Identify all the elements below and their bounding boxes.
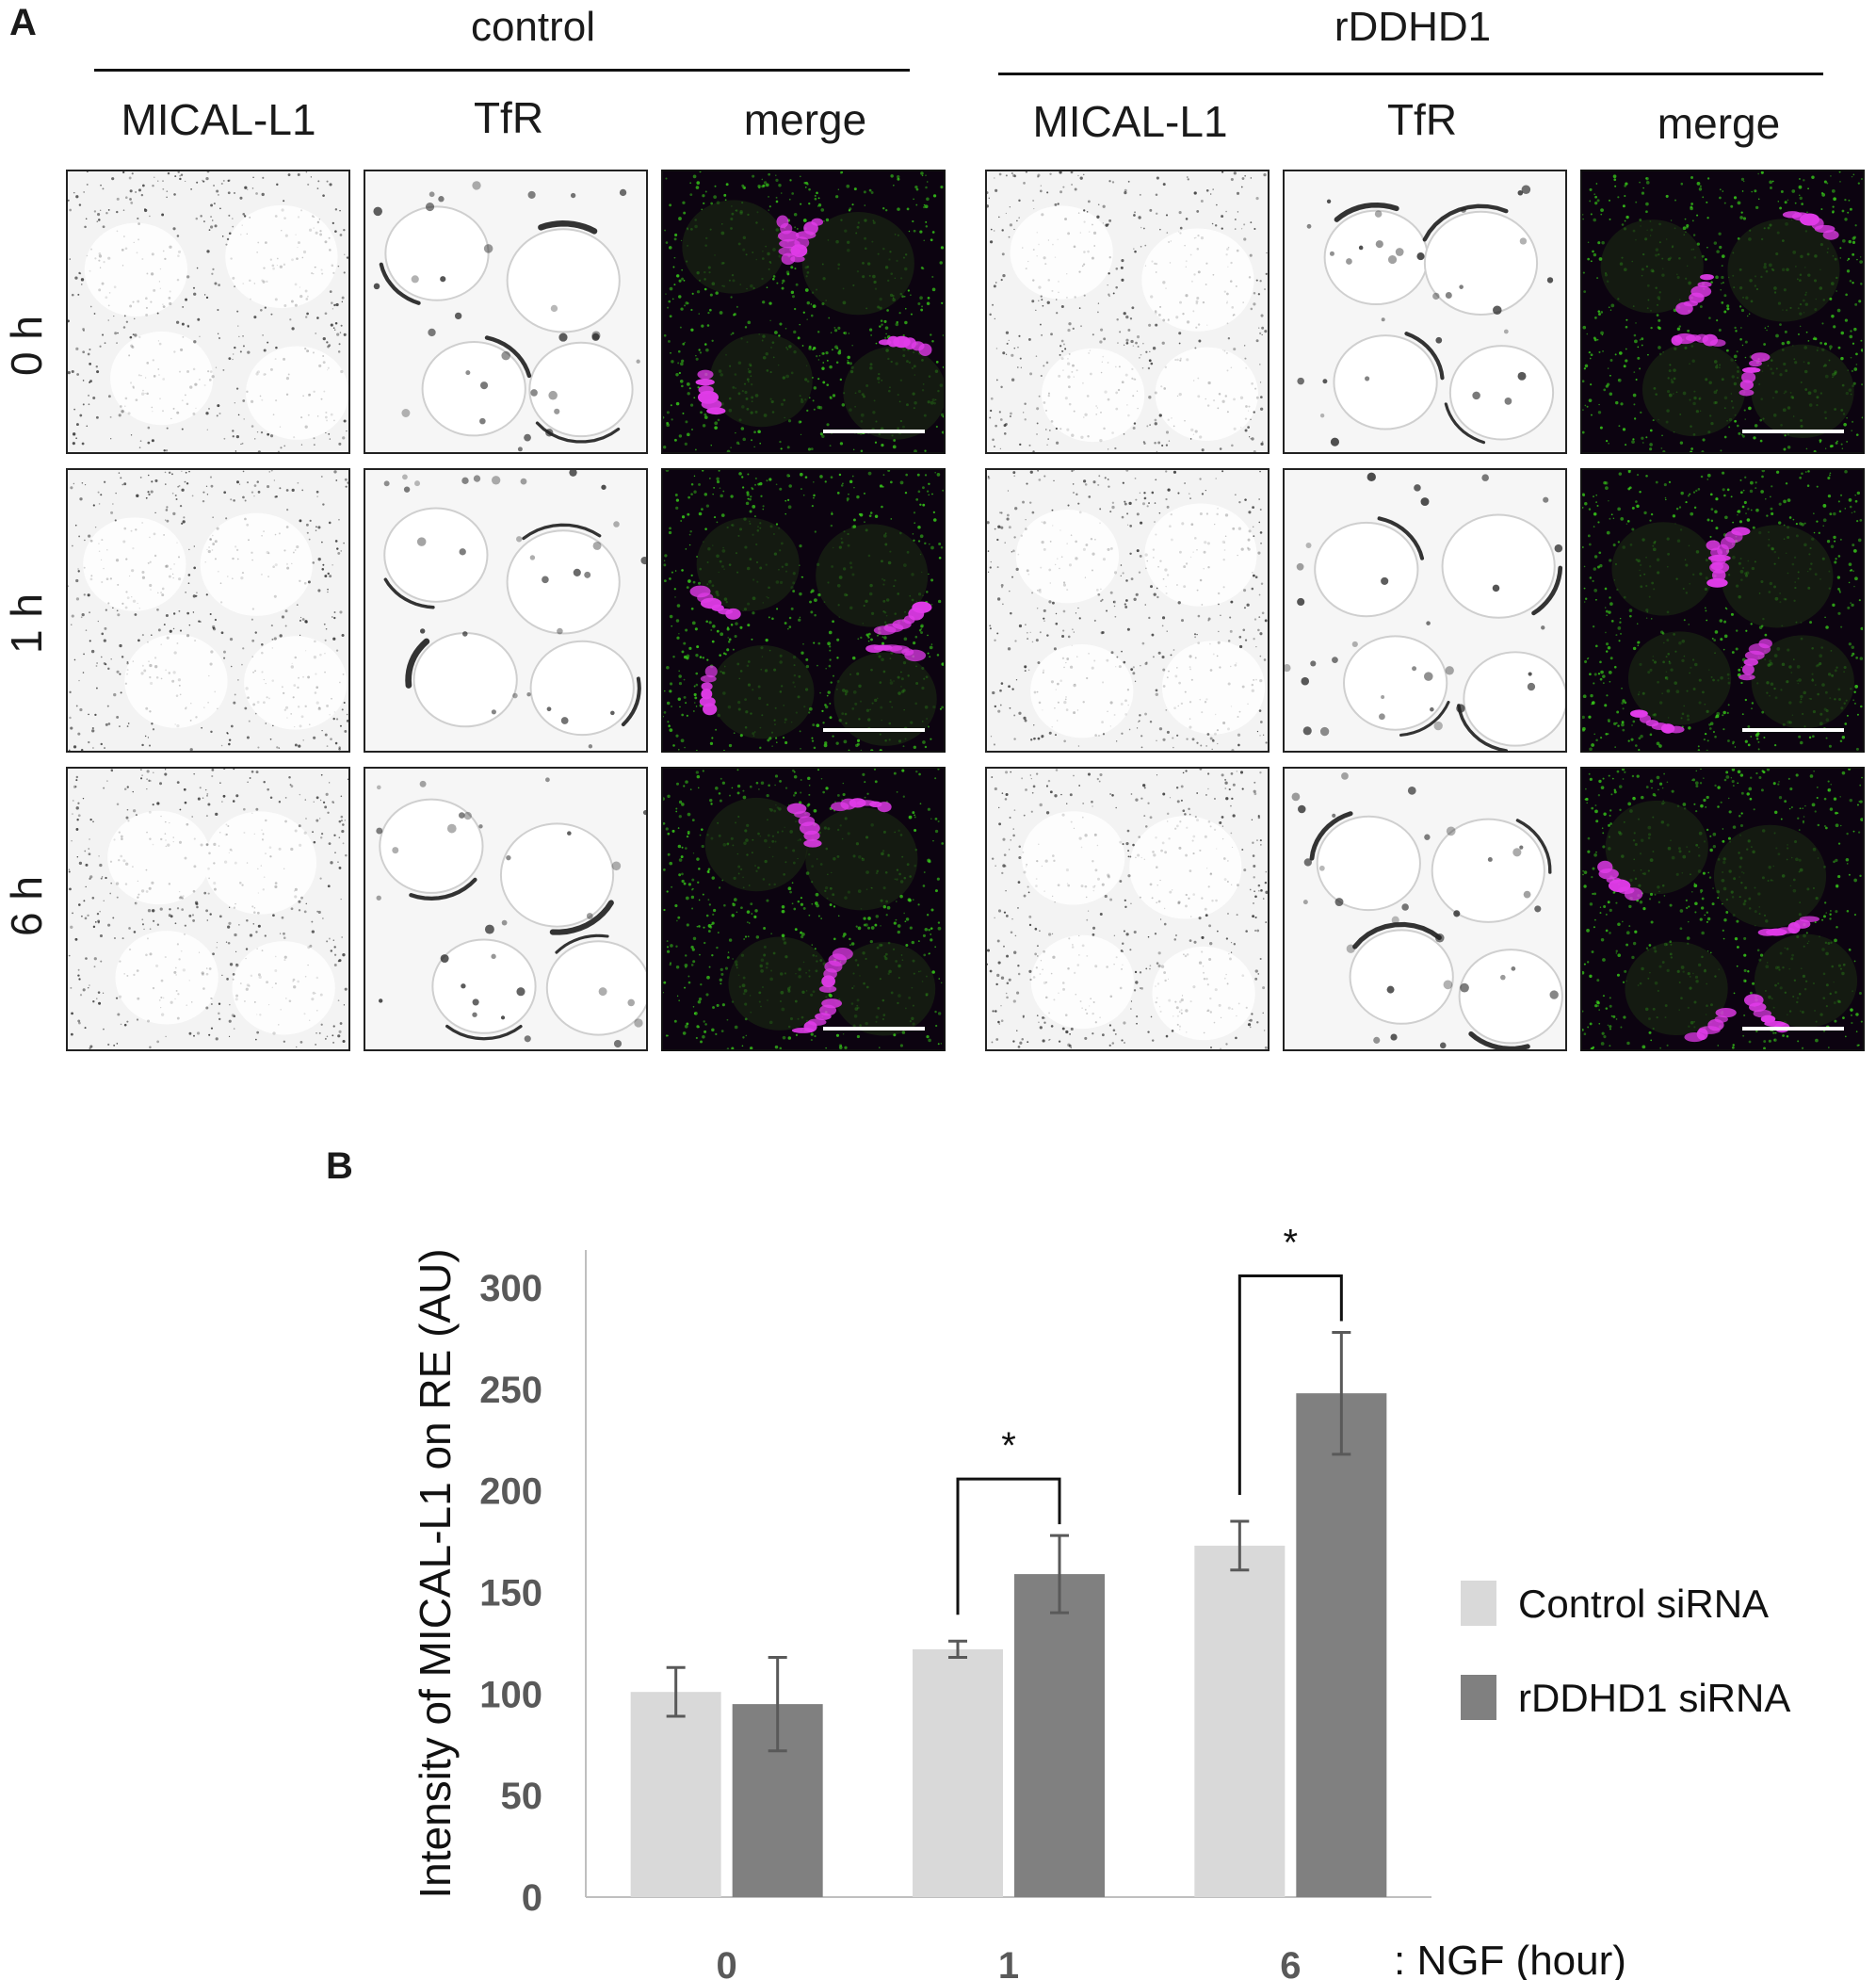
micrograph-rddhd1-mical-l1-1h (985, 468, 1270, 753)
micrograph-image (663, 769, 944, 1049)
micrograph-image (1582, 769, 1863, 1049)
significance-star: * (1284, 1222, 1299, 1263)
micrograph-image (68, 769, 348, 1049)
y-axis-label: Intensity of MICAL-L1 on RE (AU) (411, 1248, 460, 1898)
bar-control-6 (1194, 1545, 1286, 1897)
y-tick-label: 250 (479, 1370, 542, 1411)
micrograph-rddhd1-merge-0h (1580, 170, 1865, 454)
micrograph-control-tfr-1h (364, 468, 648, 753)
bar-control-0 (630, 1692, 721, 1897)
scale-bar (1742, 430, 1844, 433)
group-label-control: control (470, 4, 596, 50)
legend-label-rddhd1: rDDHD1 siRNA (1518, 1676, 1790, 1720)
micrograph-control-mical-l1-6h (66, 767, 350, 1051)
column-label-tfr-rddhd1: TfR (1386, 95, 1458, 144)
bar-chart: 0 50 100 150 200 250 300 Intensity of MICAL-L1 … (411, 1222, 1790, 1980)
x-axis-label: : NGF (hour) (1394, 1938, 1626, 1980)
micrograph-rddhd1-mical-l1-6h (985, 767, 1270, 1051)
micrograph-image (1285, 769, 1565, 1049)
row-label-6h: 6 h (2, 876, 51, 936)
micrograph-control-tfr-6h (364, 767, 648, 1051)
micrograph-rddhd1-merge-1h (1580, 468, 1865, 753)
micrograph-image (365, 171, 646, 452)
micrograph-control-merge-1h (661, 468, 946, 753)
micrograph-control-merge-0h (661, 170, 946, 454)
column-label-tfr-control: TfR (473, 93, 544, 142)
group-line-control (94, 69, 910, 72)
column-label-mical-l1-rddhd1: MICAL-L1 (1032, 97, 1228, 146)
micrograph-image (365, 470, 646, 751)
y-tick-label: 150 (479, 1573, 542, 1615)
micrograph-rddhd1-mical-l1-0h (985, 170, 1270, 454)
column-label-merge-rddhd1: merge (1657, 99, 1781, 148)
micrograph-image (987, 171, 1268, 452)
micrograph-image (1582, 171, 1863, 452)
y-tick-label: 200 (479, 1471, 542, 1513)
scale-bar (823, 728, 925, 732)
significance-bracket (1237, 1274, 1343, 1496)
scale-bar (823, 430, 925, 433)
micrograph-image (68, 470, 348, 751)
legend-label-control: Control siRNA (1518, 1582, 1769, 1626)
x-tick-label: 1 (998, 1945, 1019, 1980)
panel-b-letter: B (326, 1145, 353, 1187)
scale-bar (823, 1027, 925, 1031)
micrograph-rddhd1-tfr-6h (1283, 767, 1567, 1051)
micrograph-image (663, 171, 944, 452)
y-tick-label: 0 (522, 1877, 542, 1919)
row-label-1h: 1 h (2, 593, 51, 654)
micrograph-control-mical-l1-1h (66, 468, 350, 753)
micrograph-control-mical-l1-0h (66, 170, 350, 454)
y-tick-label: 50 (501, 1776, 543, 1817)
scale-bar (1742, 728, 1844, 732)
x-tick-label: 6 (1280, 1945, 1301, 1980)
micrograph-rddhd1-tfr-0h (1283, 170, 1567, 454)
y-tick-label: 100 (479, 1674, 542, 1715)
micrograph-image (1582, 470, 1863, 751)
scale-bar (1742, 1027, 1844, 1031)
y-tick-label: 300 (479, 1268, 542, 1309)
micrograph-image (987, 769, 1268, 1049)
micrograph-control-tfr-0h (364, 170, 648, 454)
micrograph-rddhd1-tfr-1h (1283, 468, 1567, 753)
micrograph-image (1285, 470, 1565, 751)
legend-swatch-rddhd1 (1461, 1675, 1496, 1720)
significance-bracket (956, 1477, 1061, 1615)
micrograph-image (365, 769, 646, 1049)
row-label-0h: 0 h (2, 316, 51, 376)
bar-rddhd1-6 (1296, 1393, 1387, 1897)
micrograph-image (1285, 171, 1565, 452)
group-line-rddhd1 (998, 73, 1823, 75)
significance-star: * (1001, 1425, 1016, 1467)
micrograph-control-merge-6h (661, 767, 946, 1051)
micrograph-image (663, 470, 944, 751)
column-label-mical-l1-control: MICAL-L1 (121, 95, 316, 144)
group-label-rddhd1: rDDHD1 (1334, 4, 1492, 50)
bar-rddhd1-1 (1014, 1574, 1105, 1897)
legend-swatch-control (1461, 1581, 1496, 1626)
micrograph-image (987, 470, 1268, 751)
micrograph-rddhd1-merge-6h (1580, 767, 1865, 1051)
column-label-merge-control: merge (743, 95, 867, 144)
bar-control-1 (913, 1648, 1003, 1897)
panel-a-letter: A (9, 2, 37, 43)
x-tick-label: 0 (717, 1945, 737, 1980)
micrograph-image (68, 171, 348, 452)
